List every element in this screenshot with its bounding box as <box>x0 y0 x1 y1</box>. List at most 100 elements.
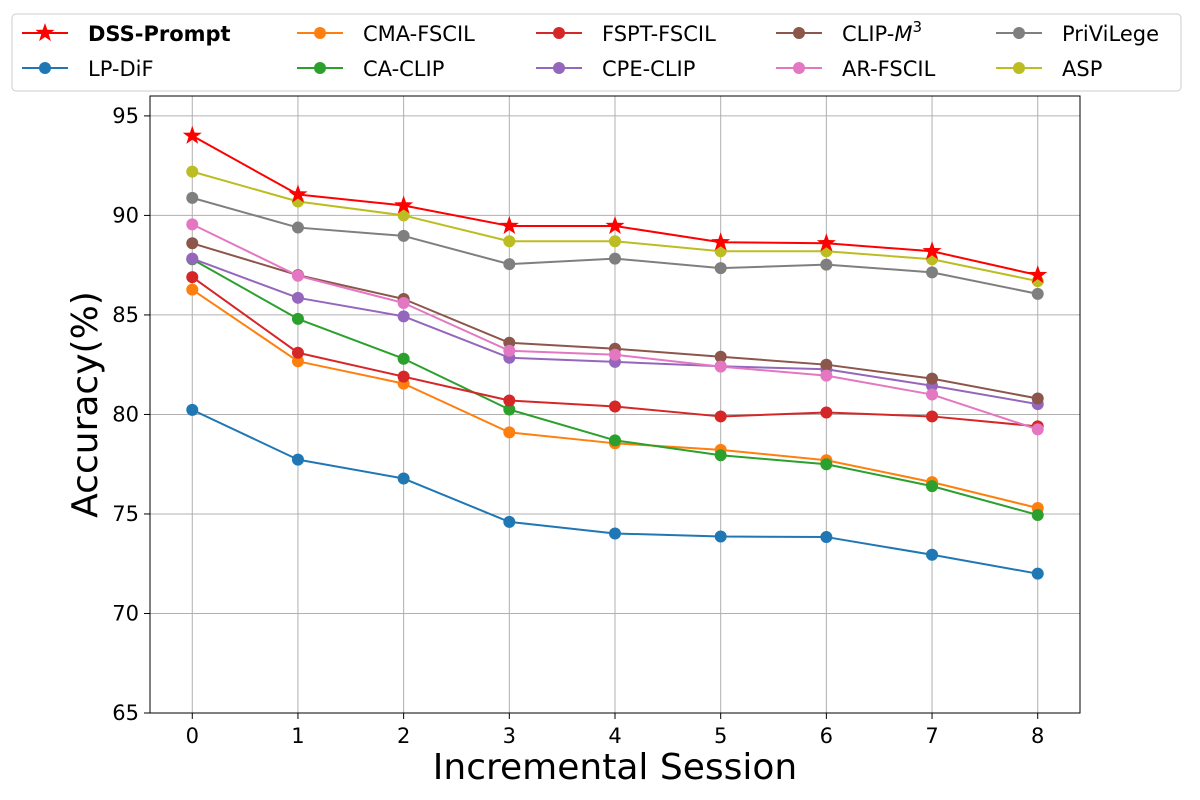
data-point-dss-prompt <box>182 125 202 144</box>
data-point-privilege <box>503 258 516 271</box>
legend-label: ASP <box>1062 57 1102 81</box>
data-point-lp-dif <box>186 403 199 416</box>
data-point-cpe-clip <box>186 252 199 265</box>
legend-item-ar-fscil: AR-FSCIL <box>776 57 936 81</box>
data-point-fspt-fscil <box>397 370 410 383</box>
series-ar-fscil <box>186 218 1044 436</box>
x-tick-label: 7 <box>925 724 938 748</box>
data-point-fspt-fscil <box>926 410 939 423</box>
data-point-lp-dif <box>714 530 727 543</box>
data-point-asp <box>186 165 199 178</box>
legend-label: CPE-CLIP <box>602 57 695 81</box>
series-privilege <box>186 191 1044 300</box>
y-axis-title: Accuracy(%) <box>65 291 106 518</box>
legend-item-lp-dif: LP-DiF <box>22 57 154 81</box>
legend: DSS-Prompt LP-DiF CMA-FSCIL CA-CLIP FSPT-FSC… <box>11 13 1182 92</box>
data-point-ar-fscil <box>820 369 833 382</box>
legend-label: DSS-Prompt <box>88 22 231 46</box>
x-tick-label: 5 <box>714 724 727 748</box>
x-tick-label: 2 <box>397 724 410 748</box>
data-point-fspt-fscil <box>820 406 833 419</box>
legend-item-privilege: PriViLege <box>996 22 1159 46</box>
legend-marker <box>553 62 565 74</box>
legend-marker <box>553 27 565 39</box>
y-tick-label: 65 <box>112 701 139 725</box>
data-point-privilege <box>397 229 410 242</box>
data-point-lp-dif <box>926 548 939 561</box>
legend-marker <box>314 62 326 74</box>
legend-marker <box>1013 27 1025 39</box>
y-tick-label: 80 <box>112 402 139 426</box>
data-point-ar-fscil <box>714 360 727 373</box>
legend-label: PriViLege <box>1062 22 1159 46</box>
series-fspt-fscil <box>186 271 1044 433</box>
y-tick-label: 90 <box>112 203 139 227</box>
x-tick-label: 4 <box>608 724 621 748</box>
data-point-cma-fscil <box>291 355 304 368</box>
x-tick-label: 1 <box>291 724 304 748</box>
data-point-ar-fscil <box>609 348 621 361</box>
data-point-fspt-fscil <box>186 271 199 284</box>
data-point-ar-fscil <box>926 388 939 401</box>
data-point-cpe-clip <box>397 310 410 323</box>
data-point-privilege <box>926 266 939 279</box>
x-tick-label: 3 <box>503 724 516 748</box>
data-point-ca-clip <box>714 449 727 462</box>
data-point-cma-fscil <box>186 283 199 296</box>
series-dss-prompt <box>182 125 1048 284</box>
data-point-privilege <box>1031 287 1044 300</box>
data-point-fspt-fscil <box>714 410 727 423</box>
legend-marker <box>39 62 51 74</box>
data-point-ca-clip <box>291 312 304 325</box>
data-point-asp <box>397 209 410 222</box>
data-point-privilege <box>291 221 304 234</box>
legend-label: FSPT-FSCIL <box>602 22 716 46</box>
legend-item-fspt-fscil: FSPT-FSCIL <box>536 22 716 46</box>
data-point-asp <box>609 235 621 248</box>
data-point-lp-dif <box>1031 567 1044 580</box>
legend-marker <box>1013 62 1025 74</box>
legend-item-dss-prompt: DSS-Prompt <box>22 22 231 46</box>
data-point-ca-clip <box>1031 508 1044 521</box>
y-tick-label: 75 <box>112 502 139 526</box>
data-point-lp-dif <box>291 453 304 466</box>
data-point-ar-fscil <box>397 296 410 309</box>
data-point-ar-fscil <box>186 218 199 231</box>
data-point-lp-dif <box>503 515 516 528</box>
data-point-ca-clip <box>397 352 410 365</box>
legend-label: CA-CLIP <box>363 57 444 81</box>
legend-item-asp: ASP <box>996 57 1102 81</box>
data-point-privilege <box>820 258 833 271</box>
data-point-dss-prompt <box>816 233 836 252</box>
series-layer <box>182 125 1048 580</box>
data-point-ca-clip <box>926 480 939 493</box>
data-point-dss-prompt <box>605 215 625 235</box>
data-point-asp <box>503 235 516 248</box>
data-point-clip-m3 <box>926 372 939 385</box>
data-point-clip-m3 <box>820 358 833 371</box>
data-point-fspt-fscil <box>291 346 304 359</box>
data-point-dss-prompt <box>394 195 414 214</box>
data-point-ar-fscil <box>291 269 304 282</box>
data-point-dss-prompt <box>1028 265 1048 284</box>
axis-ticks: 0 1 2 3 4 5 6 7 8 65 70 75 80 85 90 95 <box>112 104 1044 748</box>
data-point-lp-dif <box>820 531 833 544</box>
x-tick-label: 8 <box>1031 724 1044 748</box>
data-point-ar-fscil <box>1031 423 1044 436</box>
data-point-cpe-clip <box>291 291 304 304</box>
legend-item-cpe-clip: CPE-CLIP <box>536 57 695 81</box>
legend-label: CLIP-M3 <box>842 18 922 46</box>
y-tick-label: 95 <box>112 104 139 128</box>
data-point-privilege <box>609 252 621 265</box>
series-lp-dif <box>186 403 1044 580</box>
legend-label: AR-FSCIL <box>842 57 936 81</box>
legend-item-cma-fscil: CMA-FSCIL <box>297 22 475 46</box>
y-tick-label: 70 <box>112 601 139 625</box>
data-point-fspt-fscil <box>609 400 621 413</box>
x-axis-title: Incremental Session <box>433 747 797 788</box>
legend-marker <box>793 27 805 39</box>
legend-marker <box>35 23 55 42</box>
data-point-clip-m3 <box>1031 392 1044 405</box>
data-point-ar-fscil <box>503 344 516 357</box>
